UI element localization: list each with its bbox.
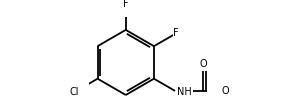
Text: F: F: [173, 28, 179, 38]
Text: Cl: Cl: [70, 87, 79, 97]
Text: O: O: [221, 86, 229, 96]
Text: NH: NH: [177, 87, 192, 97]
Text: O: O: [200, 59, 207, 69]
Text: F: F: [123, 0, 128, 9]
